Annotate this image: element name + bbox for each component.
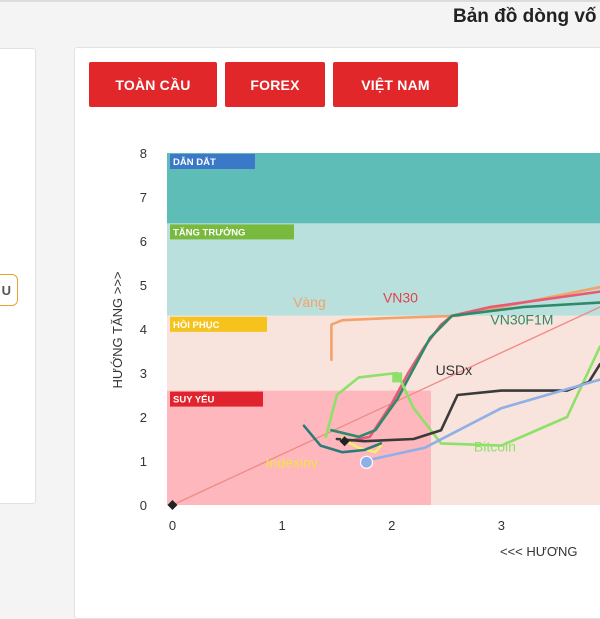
series-label-5: Indexinv [266, 455, 318, 471]
y-tick-label-6: 6 [140, 234, 147, 249]
page-title: Bản đồ dòng vố [453, 6, 597, 27]
tab-forex[interactable]: FOREX [225, 62, 325, 107]
y-axis-title: HƯỚNG TĂNG >>> [110, 271, 125, 388]
x-tick-label-1: 1 [278, 518, 285, 533]
x-axis-title: <<< HƯƠNG [500, 544, 578, 559]
rotation-chart: DẪN DẮT TĂNG TRƯỞNG HỒI PHỤC SUY YẾU Vàng VN3… [110, 146, 600, 559]
series-line-unnamed-7 [363, 378, 600, 463]
zone-label-bg-1 [170, 224, 294, 240]
series-line-bitcoin [324, 345, 600, 447]
zone-label-1: TĂNG TRƯỞNG [173, 226, 245, 238]
series-line-unnamed-6 [302, 424, 383, 454]
zone-label-2: HỒI PHỤC [173, 319, 220, 331]
y-tick-label-8: 8 [140, 146, 147, 161]
y-tick-label-1: 1 [140, 454, 147, 469]
left-pill-button[interactable]: U [0, 274, 18, 306]
zone-label-bg-3 [170, 391, 263, 407]
y-tick-label-0: 0 [140, 498, 147, 513]
x-tick-label-3: 3 [498, 518, 505, 533]
series-label-4: Bitcoin [474, 438, 516, 454]
x-tick-label-0: 0 [169, 518, 176, 533]
series-label-1: VN30 [383, 290, 418, 306]
y-tick-label-3: 3 [140, 366, 147, 381]
zone-label-bg-0 [170, 154, 255, 169]
series-label-3: USDx [436, 362, 473, 378]
marker-diamond-0 [167, 500, 178, 510]
marker-square-2 [392, 372, 403, 383]
tab-viet-nam[interactable]: VIỆT NAM [333, 62, 458, 107]
y-tick-label-4: 4 [140, 322, 147, 337]
series-line-vn30f1m [330, 301, 600, 439]
zone-label-bg-2 [170, 316, 267, 332]
series-label-2: VN30F1M [490, 312, 553, 328]
y-tick-label-7: 7 [140, 190, 147, 205]
zone-label-0: DẪN DẮT [173, 156, 216, 168]
y-tick-label-2: 2 [140, 410, 147, 425]
y-tick-label-5: 5 [140, 278, 147, 293]
top-border [0, 0, 600, 2]
series-label-0: Vàng [293, 294, 326, 310]
diagonal-line [172, 306, 600, 506]
marker-circle-3 [359, 455, 374, 469]
marker-diamond-1 [339, 436, 350, 447]
tab-toan-cau[interactable]: TOÀN CẦU [89, 62, 217, 107]
zone-label-3: SUY YẾU [173, 395, 215, 406]
x-tick-label-2: 2 [388, 518, 395, 533]
